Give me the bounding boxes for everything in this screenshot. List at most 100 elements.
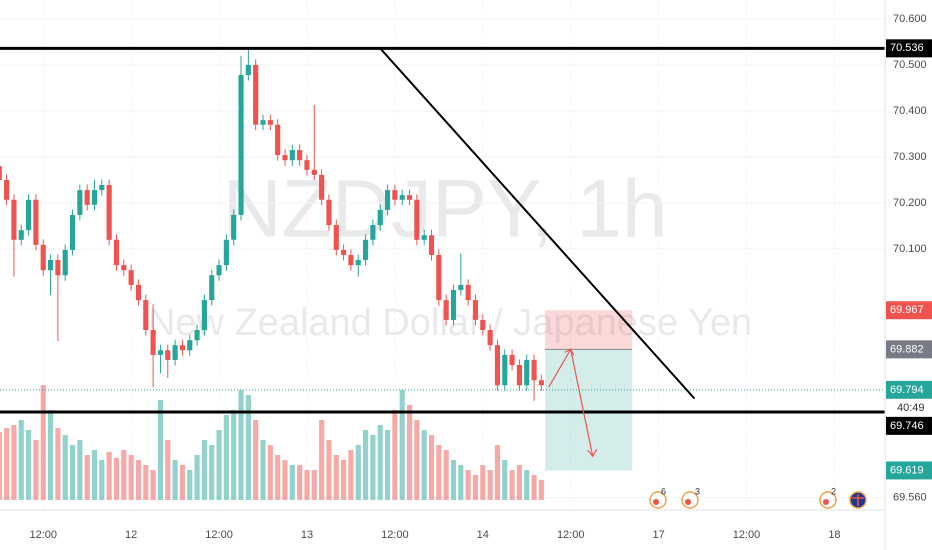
volume-bar (238, 390, 244, 500)
candle-body (84, 190, 90, 205)
candle-body (231, 214, 237, 240)
volume-bar (406, 405, 413, 500)
event-dot (685, 499, 691, 505)
candle-body (223, 239, 229, 266)
candle-body (472, 300, 479, 320)
candle-body (363, 239, 369, 261)
countdown: 40:49 (897, 402, 925, 414)
volume-bar (414, 420, 420, 500)
candle-body (450, 289, 457, 320)
x-tick-label: 12:00 (381, 529, 409, 541)
candle-body (26, 199, 32, 231)
candle-body (11, 199, 17, 240)
candle-body (194, 330, 200, 341)
price-label: 70.536 (890, 42, 924, 54)
y-tick-label: 70.100 (893, 243, 927, 255)
candle-body (179, 345, 185, 351)
volume-bar (209, 445, 215, 500)
volume-bar (443, 450, 449, 500)
candle-body (69, 214, 76, 250)
x-tick-label: 12:00 (29, 529, 57, 541)
candle-body (399, 195, 405, 200)
volume-bar (253, 420, 259, 500)
volume-bar (289, 465, 295, 500)
price-label-box (886, 461, 932, 480)
candle-body (4, 179, 10, 200)
volume-bar (150, 470, 156, 500)
candle-body (487, 330, 493, 346)
candle-body (77, 190, 83, 215)
y-tick-label: 70.400 (893, 105, 927, 117)
candle-body (18, 230, 24, 240)
event-count: 3 (695, 486, 700, 496)
volume-bar (377, 425, 383, 500)
volume-bar (106, 452, 112, 500)
event-markers: 6 3 2 (649, 486, 867, 509)
price-label: 69.794 (890, 384, 924, 396)
volume-bar (172, 460, 178, 500)
volume-bar (392, 410, 398, 500)
candle-body (516, 365, 522, 386)
volume-bar (201, 440, 207, 500)
volume-bar (297, 465, 303, 500)
volume-bar (18, 420, 24, 500)
volume-bar (341, 460, 347, 500)
arrow-head (587, 448, 598, 458)
volume-bar (194, 455, 200, 500)
candle-body (238, 75, 244, 215)
event-dot (653, 499, 659, 505)
volume-bar (333, 455, 339, 500)
volume-bar (480, 465, 486, 500)
volume-bar (458, 465, 464, 500)
volume-bar (40, 385, 46, 500)
volume-bar (326, 440, 332, 500)
candle-body (465, 284, 471, 301)
volume-bar (135, 460, 142, 500)
volume-bar (157, 400, 164, 500)
volume-bar (26, 430, 32, 500)
candle-body (0, 166, 2, 180)
y-tick-label: 70.500 (893, 59, 927, 71)
candle-body (297, 150, 303, 161)
x-tick-label: 12:00 (733, 529, 761, 541)
candle-body (304, 160, 310, 170)
x-tick-label: 12 (125, 529, 137, 541)
volume-bar (128, 455, 134, 500)
volume-bar (384, 430, 391, 500)
x-tick-label: 12:00 (205, 529, 233, 541)
x-tick-label: 13 (301, 529, 313, 541)
volume-bar (487, 470, 493, 500)
candle-body (502, 354, 508, 386)
candle-body (428, 235, 435, 255)
volume-bar (187, 470, 193, 500)
candle-body (150, 330, 156, 355)
volume-bar (516, 465, 522, 500)
candle-body (370, 225, 376, 240)
candle-body (333, 225, 339, 250)
candle-body (355, 260, 361, 266)
volume-bar (33, 440, 39, 500)
volume-bar (370, 435, 376, 500)
candle-body (326, 199, 332, 226)
volume-bar (245, 395, 251, 500)
candle-body (128, 270, 134, 285)
volume-bar (421, 430, 427, 500)
volume-bar (11, 425, 17, 500)
volume-bar (436, 445, 442, 500)
volume-bar (348, 450, 354, 500)
volume-bar (275, 455, 281, 500)
candle-body (253, 64, 259, 125)
event-count: 2 (831, 486, 836, 496)
x-tick-label: 12:00 (557, 529, 585, 541)
candle-body (443, 300, 449, 320)
candle-body (135, 284, 142, 301)
candle-body (209, 275, 215, 301)
volume-bar (91, 450, 98, 500)
y-tick-label: 69.560 (893, 491, 927, 503)
countdown-box (886, 398, 932, 417)
volume-bar (47, 410, 54, 500)
candle-body (55, 260, 61, 276)
candle-body (436, 255, 442, 301)
candle-body (121, 265, 127, 271)
volume-bar (267, 445, 273, 500)
